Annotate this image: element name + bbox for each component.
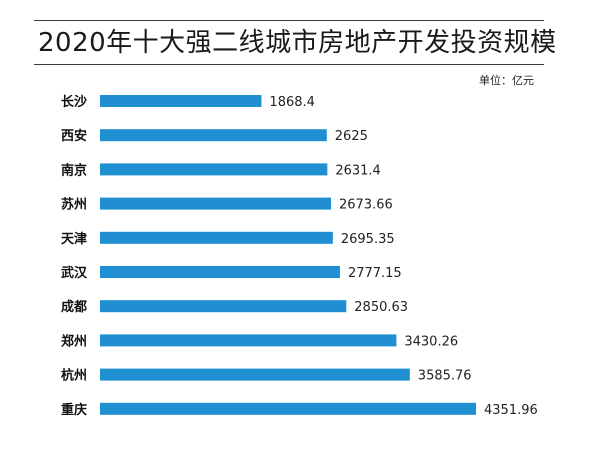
category-label: 郑州: [61, 333, 87, 349]
bar: [100, 334, 397, 347]
bar: [100, 129, 327, 142]
category-label: 成都: [61, 299, 87, 315]
value-label: 2777.15: [348, 266, 402, 281]
category-label: 武汉: [61, 265, 88, 281]
bar: [100, 266, 340, 278]
category-label: 西安: [61, 128, 87, 144]
unit-label: 单位：亿元: [479, 74, 534, 87]
value-label: 4351.96: [484, 403, 538, 418]
category-label: 南京: [61, 162, 87, 178]
bar: [100, 95, 262, 107]
value-label: 1868.4: [269, 95, 315, 110]
chart-title: 2020年十大强二线城市房地产开发投资规模: [38, 28, 557, 58]
value-label: 3430.26: [404, 334, 458, 349]
bar: [100, 231, 333, 244]
title-rule-bottom: [34, 64, 544, 65]
category-label: 苏州: [61, 197, 87, 213]
value-label: 2631.4: [335, 163, 381, 178]
value-label: 2695.35: [341, 232, 395, 247]
bar: [100, 163, 328, 176]
value-label: 3585.76: [418, 369, 472, 384]
category-label: 杭州: [61, 368, 87, 384]
bar: [100, 300, 347, 313]
bar: [100, 197, 331, 210]
value-label: 2673.66: [339, 198, 393, 213]
title-rule-top: [34, 20, 544, 21]
value-label: 2850.63: [354, 300, 408, 315]
bar: [100, 402, 476, 415]
category-label: 长沙: [61, 94, 87, 110]
bar: [100, 368, 410, 381]
category-label: 重庆: [61, 402, 87, 418]
category-label: 天津: [61, 231, 87, 247]
value-label: 2625: [335, 129, 368, 144]
